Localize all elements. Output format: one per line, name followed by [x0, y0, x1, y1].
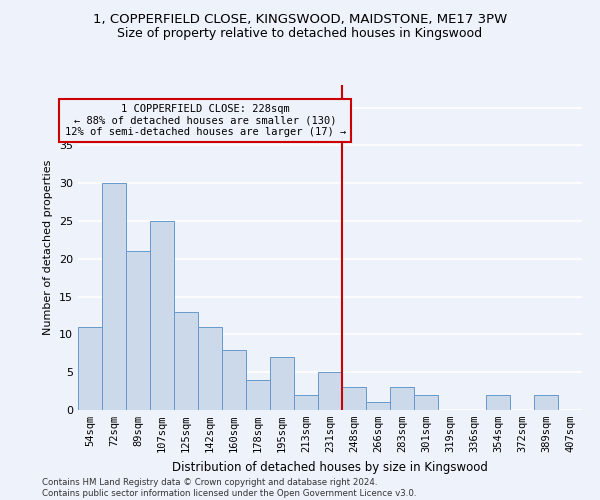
Bar [415, 395, 437, 410]
X-axis label: Distribution of detached houses by size in Kingswood: Distribution of detached houses by size … [172, 460, 488, 473]
Bar [151, 221, 173, 410]
Bar [79, 327, 101, 410]
Text: Contains HM Land Registry data © Crown copyright and database right 2024.
Contai: Contains HM Land Registry data © Crown c… [42, 478, 416, 498]
Bar [487, 395, 509, 410]
Bar [295, 395, 317, 410]
Text: 1 COPPERFIELD CLOSE: 228sqm
← 88% of detached houses are smaller (130)
12% of se: 1 COPPERFIELD CLOSE: 228sqm ← 88% of det… [65, 104, 346, 137]
Bar [319, 372, 341, 410]
Bar [199, 327, 221, 410]
Bar [535, 395, 557, 410]
Bar [175, 312, 197, 410]
Text: 1, COPPERFIELD CLOSE, KINGSWOOD, MAIDSTONE, ME17 3PW: 1, COPPERFIELD CLOSE, KINGSWOOD, MAIDSTO… [93, 12, 507, 26]
Bar [223, 350, 245, 410]
Bar [127, 252, 149, 410]
Bar [271, 357, 293, 410]
Text: Size of property relative to detached houses in Kingswood: Size of property relative to detached ho… [118, 28, 482, 40]
Bar [343, 388, 365, 410]
Bar [391, 388, 413, 410]
Y-axis label: Number of detached properties: Number of detached properties [43, 160, 53, 335]
Bar [367, 402, 389, 410]
Bar [103, 184, 125, 410]
Bar [247, 380, 269, 410]
